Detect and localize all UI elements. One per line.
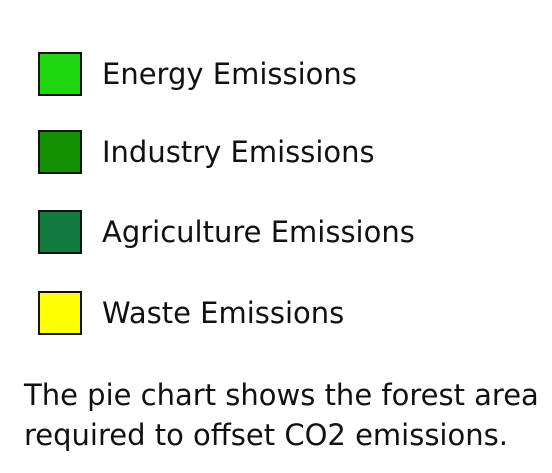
legend-item-industry: Industry Emissions — [38, 128, 375, 176]
chart-caption: The pie chart shows the forest area requ… — [24, 378, 539, 452]
legend-label-industry: Industry Emissions — [102, 134, 375, 169]
legend-item-energy: Energy Emissions — [38, 50, 357, 98]
legend-swatch-waste — [38, 291, 82, 335]
legend-label-waste: Waste Emissions — [102, 295, 345, 330]
legend-swatch-energy — [38, 52, 82, 96]
legend-swatch-industry — [38, 130, 82, 174]
legend-item-waste: Waste Emissions — [38, 289, 344, 337]
legend-item-agriculture: Agriculture Emissions — [38, 208, 415, 256]
legend-label-energy: Energy Emissions — [102, 56, 357, 91]
legend-label-agriculture: Agriculture Emissions — [102, 214, 415, 249]
legend-swatch-agriculture — [38, 210, 82, 254]
